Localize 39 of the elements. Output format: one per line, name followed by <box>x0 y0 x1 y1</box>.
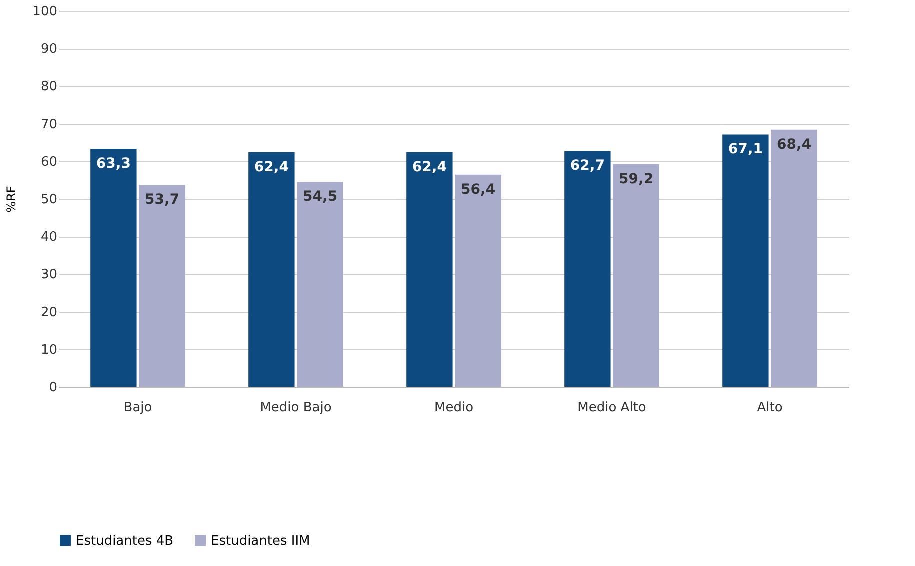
y-tick-label: 30 <box>40 268 58 283</box>
y-tick-label: 60 <box>40 154 58 170</box>
data-label: 53,7 <box>145 192 180 208</box>
y-tick-label: 50 <box>40 192 58 208</box>
bar <box>406 152 453 387</box>
x-tick-label: Bajo <box>124 400 152 416</box>
data-label: 59,2 <box>619 171 654 188</box>
data-label: 67,1 <box>728 142 763 158</box>
y-tick-label: 20 <box>40 305 58 320</box>
y-tick-label: 90 <box>40 42 58 58</box>
x-tick-label: Alto <box>757 400 783 416</box>
bar <box>139 185 186 387</box>
data-label: 62,4 <box>412 159 448 176</box>
y-tick-label: 0 <box>49 380 58 396</box>
data-label: 68,4 <box>777 136 812 153</box>
bar <box>248 152 295 387</box>
y-tick-label: 100 <box>32 4 58 20</box>
y-tick-label: 40 <box>40 230 58 246</box>
data-label: 62,4 <box>254 159 290 176</box>
legend-label: Estudiantes 4B <box>76 534 174 549</box>
y-tick-label: 10 <box>40 342 58 358</box>
bar <box>564 151 611 387</box>
y-tick-label: 80 <box>40 80 58 95</box>
data-label: 63,3 <box>96 156 131 172</box>
data-label: 62,7 <box>570 158 605 174</box>
data-label: 54,5 <box>303 189 338 206</box>
y-tick-label: 70 <box>40 117 58 132</box>
bar <box>455 174 502 387</box>
bar <box>771 130 818 387</box>
bar <box>613 164 660 387</box>
x-tick-label: Medio <box>434 400 474 416</box>
bar <box>90 148 137 387</box>
bar <box>297 182 344 387</box>
x-tick-label: Medio Alto <box>578 400 646 416</box>
data-label: 56,4 <box>461 182 496 198</box>
y-axis-title: %RF <box>4 186 19 213</box>
bar <box>722 134 769 387</box>
legend-label: Estudiantes IIM <box>211 534 310 549</box>
x-tick-label: Medio Bajo <box>260 400 332 416</box>
